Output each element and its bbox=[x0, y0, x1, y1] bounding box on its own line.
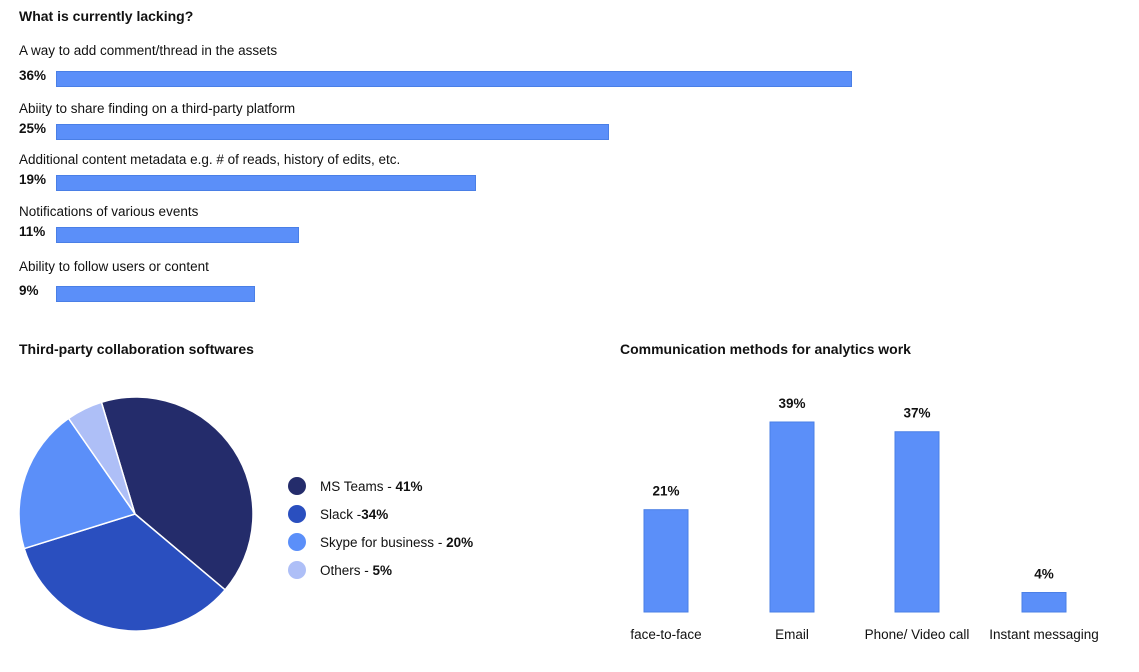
legend-swatch-skype bbox=[288, 533, 306, 551]
legend-pct: 5% bbox=[372, 562, 393, 578]
legend-sep: - bbox=[383, 478, 396, 494]
comm-bar bbox=[1021, 592, 1067, 613]
lacking-item-value: 25% bbox=[19, 121, 47, 136]
legend-pct: 41% bbox=[395, 478, 423, 494]
legend-sep: - bbox=[434, 534, 447, 550]
lacking-item: Additional content metadata e.g. # of re… bbox=[19, 152, 1119, 200]
comm-bar-chart: 21% face-to-face 39% Email 37% Phone/ Video c… bbox=[630, 396, 1099, 642]
lacking-bar bbox=[56, 286, 255, 302]
lacking-item-value: 11% bbox=[19, 224, 46, 239]
comm-bar-value: 37% bbox=[903, 406, 930, 421]
lacking-item: Ability to follow users or content 9% bbox=[19, 259, 1119, 307]
legend-sep: - bbox=[353, 506, 362, 522]
legend-pct: 34% bbox=[361, 506, 389, 522]
comm-bar-category: Email bbox=[775, 627, 809, 642]
lacking-bar bbox=[56, 124, 609, 140]
lacking-item-value: 19% bbox=[19, 172, 47, 187]
collab-title: Third-party collaboration softwares bbox=[19, 341, 254, 357]
lacking-item: A way to add comment/thread in the asset… bbox=[19, 43, 1119, 91]
legend-item-slack: Slack -34% bbox=[288, 500, 473, 528]
comm-bar-value: 21% bbox=[652, 484, 679, 499]
legend-name: Others bbox=[320, 562, 361, 578]
comm-bar-category: face-to-face bbox=[630, 627, 701, 642]
lacking-item-label: Notifications of various events bbox=[19, 204, 199, 219]
comm-bar-value: 39% bbox=[778, 396, 805, 411]
legend-swatch-slack bbox=[288, 505, 306, 523]
comm-title: Communication methods for analytics work bbox=[620, 341, 911, 357]
lacking-title: What is currently lacking? bbox=[19, 8, 194, 24]
lacking-item-label: Abiity to share finding on a third-party… bbox=[19, 101, 296, 116]
comm-bar-category: Phone/ Video call bbox=[865, 627, 970, 642]
lacking-item-label: A way to add comment/thread in the asset… bbox=[19, 43, 278, 58]
collab-legend: MS Teams - 41% Slack -34% Skype for busi… bbox=[288, 472, 473, 584]
lacking-item-label: Additional content metadata e.g. # of re… bbox=[19, 152, 401, 167]
pie-slice-others bbox=[67, 401, 136, 515]
legend-name: Slack bbox=[320, 506, 354, 522]
comm-bar bbox=[643, 509, 689, 613]
legend-sep: - bbox=[360, 562, 373, 578]
legend-pct: 20% bbox=[446, 534, 474, 550]
lacking-bar bbox=[56, 175, 477, 191]
pie-slice-slack bbox=[23, 513, 227, 632]
comm-bar-value: 4% bbox=[1034, 567, 1054, 582]
lacking-item: Notifications of various events 11% bbox=[19, 204, 1119, 252]
legend-item-others: Others - 5% bbox=[288, 556, 473, 584]
legend-item-skype: Skype for business - 20% bbox=[288, 528, 473, 556]
lacking-bar bbox=[56, 227, 300, 243]
lacking-item-label: Ability to follow users or content bbox=[19, 259, 209, 274]
legend-item-ms-teams: MS Teams - 41% bbox=[288, 472, 473, 500]
comm-bar-category: Instant messaging bbox=[989, 627, 1099, 642]
pie-slice-ms-teams bbox=[100, 396, 254, 591]
lacking-item-value: 9% bbox=[19, 283, 39, 298]
lacking-item-value: 36% bbox=[19, 68, 47, 83]
collab-pie-chart bbox=[18, 396, 254, 632]
comm-bar bbox=[894, 431, 940, 613]
lacking-bar bbox=[56, 71, 852, 87]
legend-name: MS Teams bbox=[320, 478, 384, 494]
lacking-item: Abiity to share finding on a third-party… bbox=[19, 101, 1119, 149]
comm-bar bbox=[769, 421, 815, 613]
legend-swatch-ms-teams bbox=[288, 477, 306, 495]
legend-name: Skype for business bbox=[320, 534, 435, 550]
pie-slice-skype-for-business bbox=[18, 417, 137, 550]
legend-swatch-others bbox=[288, 561, 306, 579]
